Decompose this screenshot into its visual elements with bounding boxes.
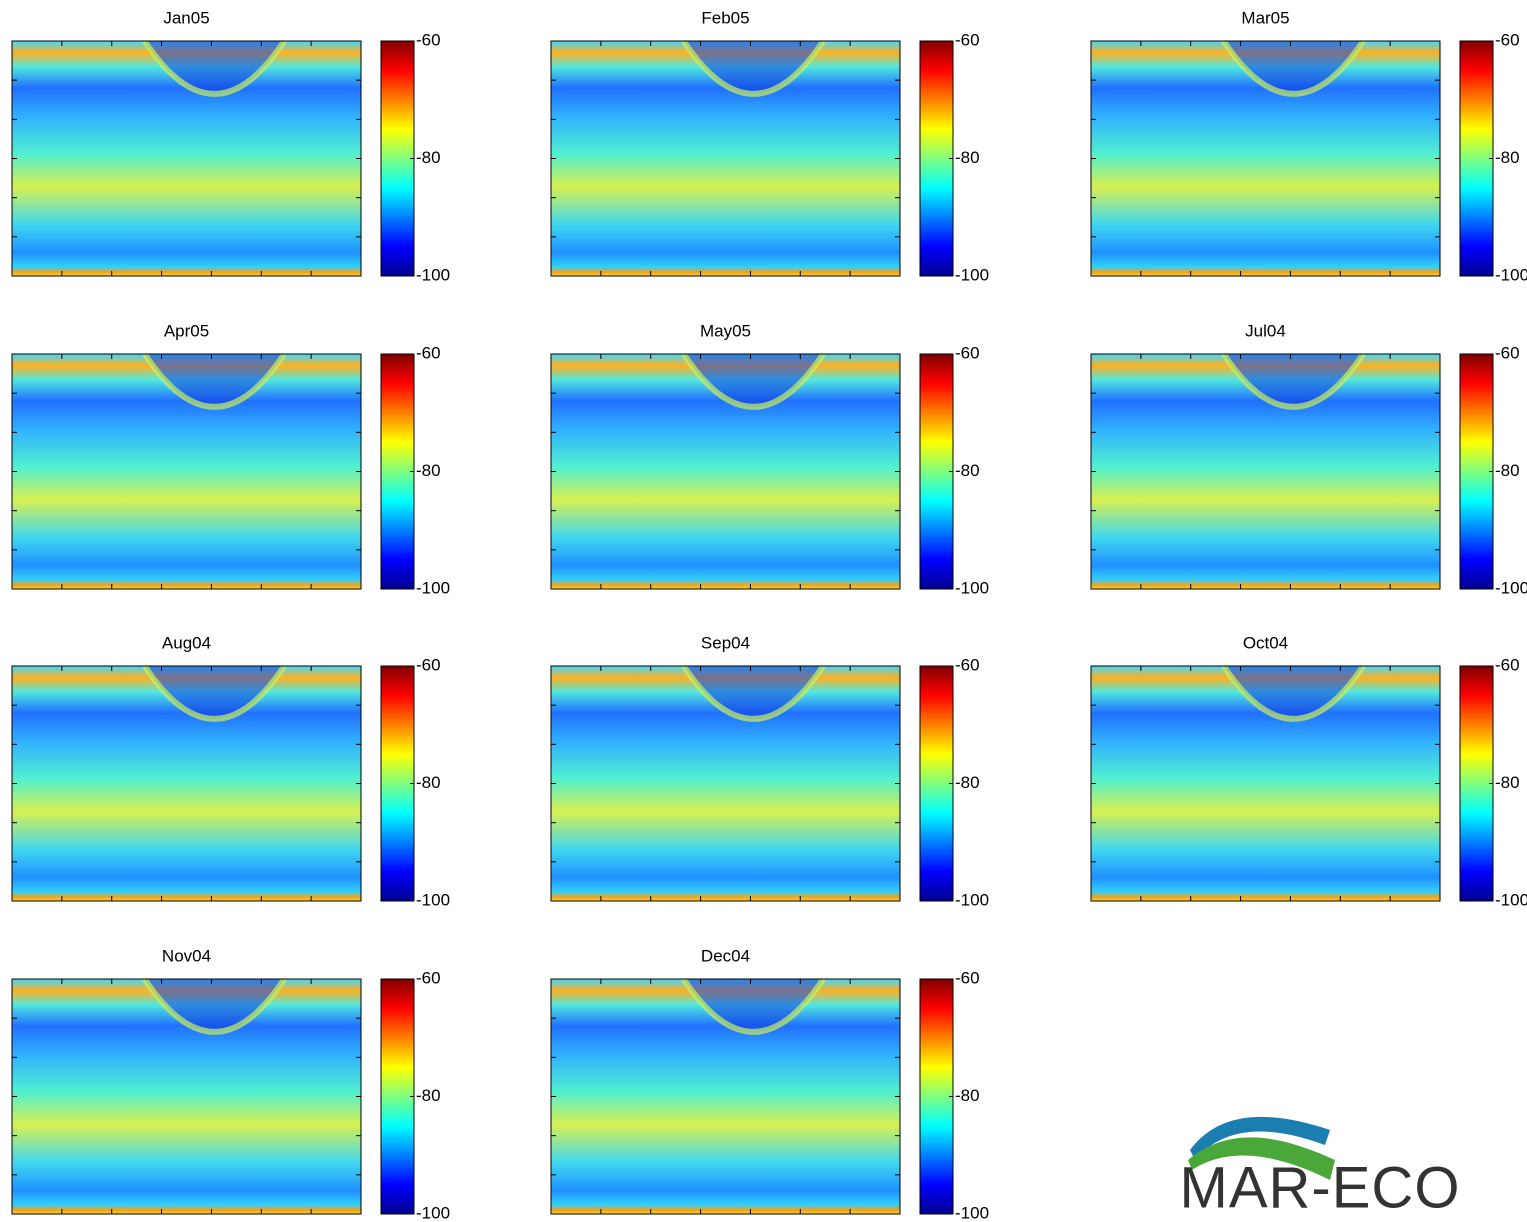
colorbar-tick-label: -80 <box>416 773 441 792</box>
logo: MAR-ECO <box>1180 1116 1461 1220</box>
panel-title: Nov04 <box>162 946 211 965</box>
panel-title: Mar05 <box>1241 8 1289 27</box>
colorbar-tick-label: -100 <box>416 265 450 284</box>
colorbar-tick-label: -80 <box>416 461 441 480</box>
colorbar-tick-label: -80 <box>955 1086 980 1105</box>
logo-wave <box>1188 1137 1335 1180</box>
colorbar <box>1459 665 1494 902</box>
colorbar-tick-label: -60 <box>416 30 441 49</box>
panel-title: Aug04 <box>162 633 211 652</box>
colorbar <box>1459 40 1494 277</box>
echogram-bowl <box>681 352 826 410</box>
colorbar-tick-label: -100 <box>955 578 989 597</box>
logo-text: MAR-ECO <box>1180 1155 1461 1220</box>
colorbar <box>919 978 954 1215</box>
panel-title: Oct04 <box>1243 633 1288 652</box>
colorbar <box>380 40 415 277</box>
panel-title: Sep04 <box>701 633 750 652</box>
colorbar-tick-label: -80 <box>955 773 980 792</box>
colorbar-tick-label: -80 <box>416 148 441 167</box>
colorbar-tick-label: -60 <box>955 655 980 674</box>
colorbar-tick-label: -80 <box>1495 148 1520 167</box>
colorbar-tick-label: -60 <box>1495 30 1520 49</box>
colorbar <box>919 353 954 590</box>
echogram-bowl <box>681 977 826 1035</box>
panel-title: Apr05 <box>164 321 209 340</box>
colorbar-tick-label: -60 <box>416 343 441 362</box>
logo-wave <box>1190 1116 1330 1160</box>
colorbar-tick-label: -100 <box>955 265 989 284</box>
colorbar-tick-label: -60 <box>416 968 441 987</box>
echogram-bowl <box>142 352 287 410</box>
echogram-bowl <box>142 977 287 1035</box>
colorbar-tick-label: -80 <box>416 1086 441 1105</box>
colorbar-tick-label: -60 <box>1495 655 1520 674</box>
colorbar-tick-label: -80 <box>1495 773 1520 792</box>
echogram-bowl <box>142 664 287 722</box>
colorbar-tick-label: -100 <box>416 578 450 597</box>
colorbar-tick-label: -100 <box>416 890 450 909</box>
colorbar-tick-label: -80 <box>955 461 980 480</box>
colorbar <box>1459 353 1494 590</box>
panel-title: May05 <box>700 321 751 340</box>
panel-title: Jan05 <box>163 8 209 27</box>
colorbar-tick-label: -80 <box>1495 461 1520 480</box>
colorbar <box>380 353 415 590</box>
colorbar <box>380 978 415 1215</box>
colorbar-tick-label: -100 <box>416 1203 450 1222</box>
echogram-bowl <box>681 39 826 97</box>
colorbar-tick-label: -60 <box>955 30 980 49</box>
echogram-bowl <box>681 664 826 722</box>
colorbar-tick-label: -60 <box>1495 343 1520 362</box>
colorbar-tick-label: -100 <box>955 890 989 909</box>
echogram-bowl <box>142 39 287 97</box>
colorbar <box>919 40 954 277</box>
echogram-bowl <box>1221 352 1366 410</box>
colorbar-tick-label: -60 <box>955 968 980 987</box>
colorbar <box>919 665 954 902</box>
colorbar-tick-label: -60 <box>416 655 441 674</box>
colorbar-tick-label: -100 <box>1495 890 1527 909</box>
panel-title: Dec04 <box>701 946 750 965</box>
colorbar-tick-label: -80 <box>955 148 980 167</box>
panel-title: Feb05 <box>701 8 749 27</box>
echogram-bowl <box>1221 664 1366 722</box>
colorbar-tick-label: -100 <box>1495 265 1527 284</box>
echogram-bowl <box>1221 39 1366 97</box>
colorbar <box>380 665 415 902</box>
colorbar-tick-label: -100 <box>1495 578 1527 597</box>
colorbar-tick-label: -60 <box>955 343 980 362</box>
panel-title: Jul04 <box>1245 321 1286 340</box>
colorbar-tick-label: -100 <box>955 1203 989 1222</box>
